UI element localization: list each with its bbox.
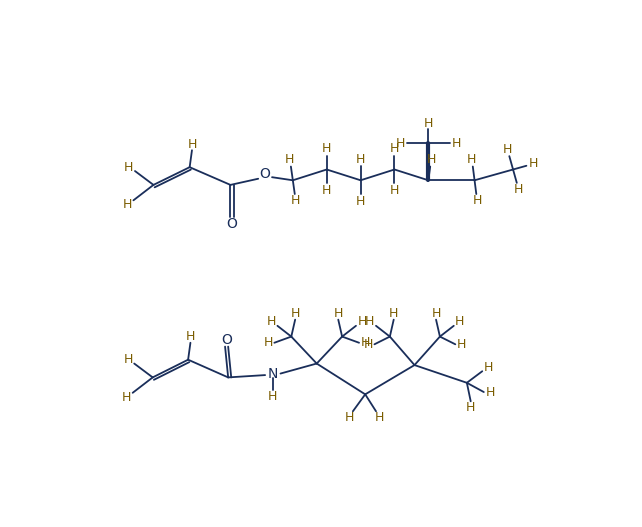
Text: O: O [221,333,232,347]
Text: H: H [390,184,399,197]
Text: H: H [186,330,195,343]
Text: N: N [268,367,278,380]
Text: H: H [424,117,433,130]
Text: H: H [485,386,494,398]
Text: H: H [375,411,385,424]
Text: H: H [431,307,441,320]
Text: H: H [123,199,132,211]
Text: H: H [528,158,538,170]
Text: O: O [227,217,238,231]
Text: H: H [356,194,365,208]
Text: H: H [365,316,374,328]
Text: H: H [473,194,482,208]
Text: H: H [455,316,465,328]
Text: H: H [451,137,461,150]
Text: H: H [361,336,370,349]
Text: H: H [483,361,493,374]
Text: H: H [266,316,276,328]
Text: H: H [466,401,475,414]
Text: H: H [467,153,476,166]
Text: H: H [268,390,277,403]
Text: H: H [285,153,295,166]
Text: H: H [456,338,466,351]
Text: H: H [291,194,300,207]
Text: H: H [390,142,399,155]
Text: H: H [356,153,365,166]
Text: H: H [363,338,373,351]
Text: H: H [123,353,133,366]
Text: H: H [426,153,436,166]
Text: H: H [263,336,273,349]
Text: H: H [290,307,300,320]
Text: H: H [344,411,354,424]
Text: H: H [334,307,343,320]
Text: O: O [259,167,270,181]
Text: H: H [396,137,405,150]
Text: H: H [514,183,523,196]
Text: H: H [389,307,399,320]
Text: H: H [503,143,512,156]
Text: H: H [358,316,367,328]
Text: H: H [122,391,131,404]
Text: H: H [322,184,331,197]
Text: H: H [187,138,196,151]
Text: H: H [124,161,134,174]
Text: H: H [322,142,331,155]
